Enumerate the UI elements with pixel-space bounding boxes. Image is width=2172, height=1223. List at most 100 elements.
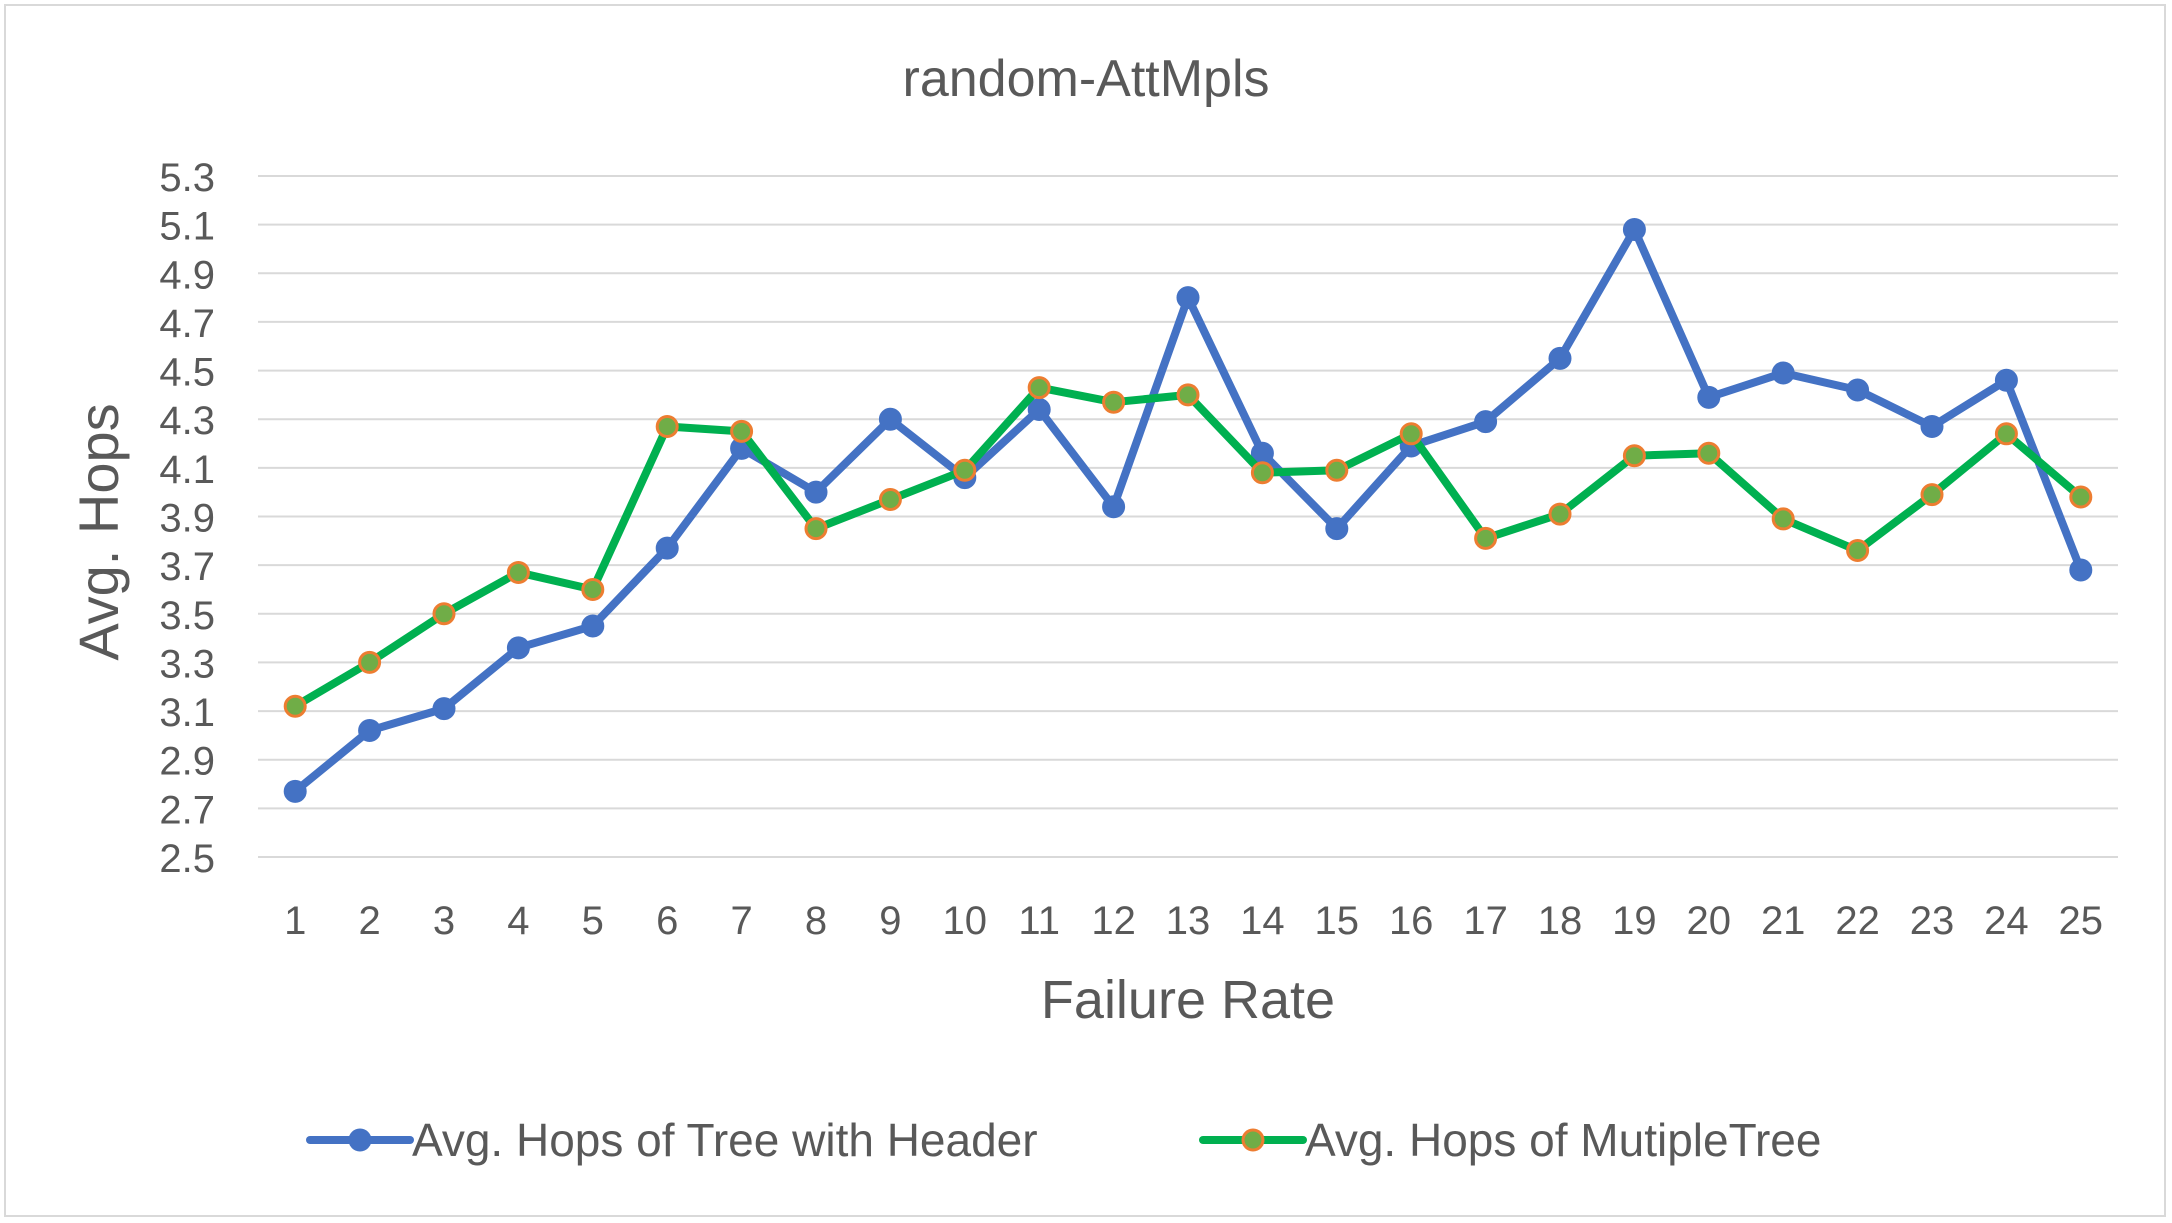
data-point: [1102, 390, 1126, 414]
data-point: [283, 779, 307, 803]
y-tick-label: 3.9: [159, 497, 215, 541]
data-point: [1474, 410, 1498, 434]
legend-item: Avg. Hops of Tree with Header: [306, 1114, 1038, 1166]
data-point: [581, 614, 605, 638]
legend-item: Avg. Hops of MutipleTree: [1199, 1114, 1821, 1166]
x-tick-label: 1: [284, 899, 306, 943]
data-point: [878, 407, 902, 431]
data-point: [1771, 361, 1795, 385]
data-point: [1846, 378, 1870, 402]
data-point: [432, 697, 456, 721]
x-tick-label: 18: [1538, 899, 1583, 943]
data-point: [1697, 441, 1721, 465]
data-point: [1771, 507, 1795, 531]
x-tick-label: 22: [1835, 899, 1880, 943]
data-point: [358, 719, 382, 743]
chart-title: random-AttMpls: [903, 50, 1270, 108]
data-point: [432, 602, 456, 626]
legend: Avg. Hops of Tree with Header Avg. Hops o…: [306, 1114, 1821, 1166]
y-tick-label: 2.9: [159, 740, 215, 784]
legend-label: Avg. Hops of Tree with Header: [412, 1114, 1038, 1166]
x-tick-label: 11: [1018, 899, 1060, 943]
data-point: [1250, 461, 1274, 485]
x-tick-label: 23: [1910, 899, 1955, 943]
series-line: [291, 383, 2085, 711]
y-tick-label: 4.1: [159, 448, 215, 492]
y-tick-label: 3.3: [159, 642, 215, 686]
data-point: [1027, 397, 1051, 421]
data-point: [1102, 495, 1126, 519]
data-point: [1474, 526, 1498, 550]
data-point: [506, 560, 530, 584]
legend-marker: [348, 1128, 372, 1152]
series-line: [291, 225, 2085, 796]
y-tick-label: 4.3: [159, 399, 215, 443]
y-tick-label: 5.1: [159, 205, 215, 249]
x-tick-label: 7: [730, 899, 752, 943]
data-point: [1399, 422, 1423, 446]
x-tick-label: 3: [433, 899, 455, 943]
data-point: [1176, 286, 1200, 310]
data-point: [1994, 422, 2018, 446]
data-point: [878, 487, 902, 511]
legend-marker: [1241, 1128, 1265, 1152]
data-point: [1846, 539, 1870, 563]
data-point: [804, 480, 828, 504]
data-point: [2069, 485, 2093, 509]
x-axis-ticks: 1 2 3 4 5 6 7 8 9 10 11 12 13 14 15 16 17 18 19 20 21 22 23 24 2…: [284, 899, 2103, 943]
x-tick-label: 9: [879, 899, 901, 943]
x-tick-label: 6: [656, 899, 678, 943]
y-tick-label: 2.7: [159, 788, 215, 832]
gridlines: [258, 175, 2118, 858]
x-tick-label: 13: [1166, 899, 1211, 943]
x-tick-label: 16: [1389, 899, 1434, 943]
data-point: [358, 650, 382, 674]
data-point: [506, 636, 530, 660]
y-tick-label: 3.1: [159, 691, 215, 735]
y-tick-label: 3.7: [159, 545, 215, 589]
data-point: [953, 458, 977, 482]
x-tick-label: 15: [1315, 899, 1360, 943]
data-point: [730, 419, 754, 443]
y-axis-label: Avg. Hops: [67, 403, 130, 660]
legend-label: Avg. Hops of MutipleTree: [1305, 1114, 1821, 1166]
y-tick-label: 4.5: [159, 351, 215, 395]
data-point: [283, 694, 307, 718]
data-point: [1027, 376, 1051, 400]
x-tick-label: 17: [1463, 899, 1508, 943]
series-group: [283, 218, 2093, 803]
x-tick-label: 25: [2059, 899, 2104, 943]
y-tick-label: 3.5: [159, 594, 215, 638]
x-tick-label: 10: [943, 899, 988, 943]
x-tick-label: 2: [358, 899, 380, 943]
x-tick-label: 12: [1091, 899, 1136, 943]
x-tick-label: 5: [582, 899, 604, 943]
data-point: [2069, 558, 2093, 582]
data-point: [1622, 444, 1646, 468]
y-tick-label: 4.9: [159, 253, 215, 297]
x-tick-label: 20: [1687, 899, 1732, 943]
y-tick-label: 5.3: [159, 156, 215, 200]
x-tick-label: 14: [1240, 899, 1285, 943]
data-point: [1548, 346, 1572, 370]
x-tick-label: 19: [1612, 899, 1657, 943]
x-axis-label: Failure Rate: [1041, 970, 1335, 1030]
x-tick-label: 24: [1984, 899, 2029, 943]
y-axis-ticks: 2.52.72.93.13.33.53.73.94.14.34.54.74.95…: [159, 156, 215, 881]
data-point: [1622, 218, 1646, 242]
data-point: [1697, 385, 1721, 409]
data-point: [1325, 517, 1349, 541]
x-tick-label: 4: [507, 899, 529, 943]
y-tick-label: 4.7: [159, 302, 215, 346]
data-point: [655, 536, 679, 560]
x-tick-label: 21: [1761, 899, 1806, 943]
data-point: [581, 577, 605, 601]
data-point: [1920, 483, 1944, 507]
y-tick-label: 2.5: [159, 837, 215, 881]
data-point: [1920, 415, 1944, 439]
chart-frame: [4, 4, 2166, 1217]
data-point: [655, 415, 679, 439]
series-2: [283, 376, 2093, 718]
data-point: [1176, 383, 1200, 407]
